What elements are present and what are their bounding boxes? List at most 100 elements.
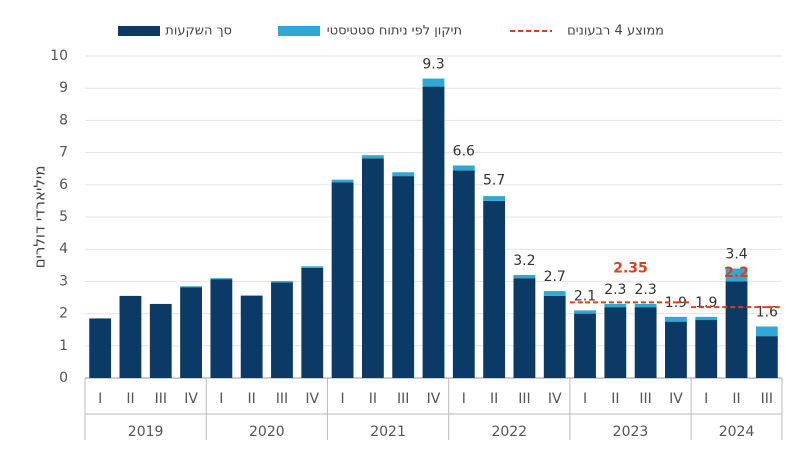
y-tick-label: 9 <box>59 80 68 96</box>
bar-segment <box>513 274 536 279</box>
bar-segment <box>361 155 384 159</box>
y-tick-label: 1 <box>59 338 68 354</box>
x-tick-label: IV <box>427 391 441 407</box>
x-tick-label: II <box>490 391 498 407</box>
group-label: 2024 <box>719 424 755 440</box>
total-label: 2.3 <box>634 282 656 298</box>
bar-segment <box>452 165 475 171</box>
total-label: 6.6 <box>453 143 475 159</box>
bar-segment <box>392 176 415 378</box>
bar-segment <box>483 200 506 378</box>
bar-segment <box>331 179 354 183</box>
bar-segment <box>119 295 142 378</box>
bar-segment <box>452 170 475 378</box>
x-tick-label: I <box>98 391 102 407</box>
bar-segment <box>301 266 324 268</box>
legend-label: תיקון לפי ניתוח סטטיסטי <box>327 24 462 39</box>
legend: סך השקעות תיקון לפי ניתוח סטטיסטי ממוצע … <box>118 24 664 39</box>
group-label: 2023 <box>613 424 649 440</box>
legend-swatch <box>118 26 160 36</box>
bar-segment <box>89 318 112 378</box>
total-label: 2.1 <box>574 288 596 304</box>
total-label: 9.3 <box>422 57 444 73</box>
bar-segment <box>483 196 506 201</box>
y-tick-label: 7 <box>59 145 68 161</box>
x-tick-label: IV <box>548 391 562 407</box>
group-label: 2021 <box>370 424 406 440</box>
bar-segment <box>422 78 445 87</box>
bar-segment <box>665 321 687 378</box>
x-tick-label: IV <box>669 391 683 407</box>
total-label: 2.3 <box>604 282 626 298</box>
bar-segment <box>695 320 718 378</box>
x-tick-label: II <box>248 391 256 407</box>
total-label: 1.9 <box>695 295 717 311</box>
x-tick-label: II <box>611 391 619 407</box>
bar-segment <box>513 278 536 378</box>
bar-segment <box>755 326 778 337</box>
bar-segment <box>271 281 293 283</box>
legend-swatch <box>278 26 320 36</box>
bar-segment <box>604 307 627 378</box>
bar-segment <box>210 278 233 280</box>
bar-segment <box>725 281 748 378</box>
bar-segment <box>604 303 627 308</box>
bar-segment <box>331 182 354 378</box>
bar-segment <box>725 268 748 282</box>
bar-segment <box>543 291 566 296</box>
y-tick-label: 10 <box>50 48 68 64</box>
x-tick-label: III <box>155 391 167 407</box>
bar-segment <box>149 303 172 378</box>
x-tick-label: I <box>341 391 345 407</box>
x-tick-label: I <box>219 391 223 407</box>
bar-segment <box>301 267 324 378</box>
y-tick-label: 4 <box>59 241 68 257</box>
bar-segment <box>392 172 415 177</box>
group-label: 2022 <box>491 424 527 440</box>
y-tick-label: 5 <box>59 209 68 225</box>
x-tick-label: III <box>397 391 409 407</box>
bar-segment <box>574 310 596 314</box>
x-tick-label: II <box>732 391 740 407</box>
bar-segment <box>180 286 202 288</box>
legend-label: ממוצע 4 רבעונים <box>567 24 664 39</box>
bar-segment <box>755 336 778 378</box>
bar-segment <box>695 316 718 321</box>
y-tick-label: 0 <box>59 370 68 386</box>
average-label: 2.35 <box>613 260 648 276</box>
bar-segment <box>634 303 657 308</box>
y-tick-label: 3 <box>59 273 68 289</box>
bar-segment <box>180 287 202 378</box>
bar-segment <box>271 282 293 378</box>
x-tick-label: IV <box>184 391 198 407</box>
y-tick-label: 2 <box>59 306 68 322</box>
y-axis-label: מיליארדי דולרים <box>31 166 49 269</box>
x-tick-label: III <box>639 391 651 407</box>
bar-segment <box>361 158 384 378</box>
bar-segment <box>634 307 657 378</box>
group-label: 2019 <box>128 424 164 440</box>
x-tick-label: III <box>276 391 288 407</box>
x-tick-label: III <box>518 391 530 407</box>
x-tick-label: I <box>462 391 466 407</box>
total-label: 5.7 <box>483 172 505 188</box>
x-tick-label: IV <box>305 391 319 407</box>
legend-label: סך השקעות <box>165 24 232 39</box>
x-tick-label: II <box>369 391 377 407</box>
x-tick-label: II <box>126 391 134 407</box>
bar-segment <box>422 86 445 378</box>
y-tick-label: 8 <box>59 112 68 128</box>
average-label: 2.2 <box>724 265 749 281</box>
bar-segment <box>574 313 596 378</box>
bar-segment <box>240 295 263 378</box>
bar-segment <box>210 279 233 378</box>
total-label: 1.6 <box>756 304 778 320</box>
bar-segment <box>543 295 566 378</box>
x-tick-label: I <box>704 391 708 407</box>
x-tick-label: I <box>583 391 587 407</box>
total-label: 2.7 <box>544 269 566 285</box>
total-label: 3.2 <box>513 253 535 269</box>
bar-segment <box>665 316 687 322</box>
x-tick-label: III <box>761 391 773 407</box>
